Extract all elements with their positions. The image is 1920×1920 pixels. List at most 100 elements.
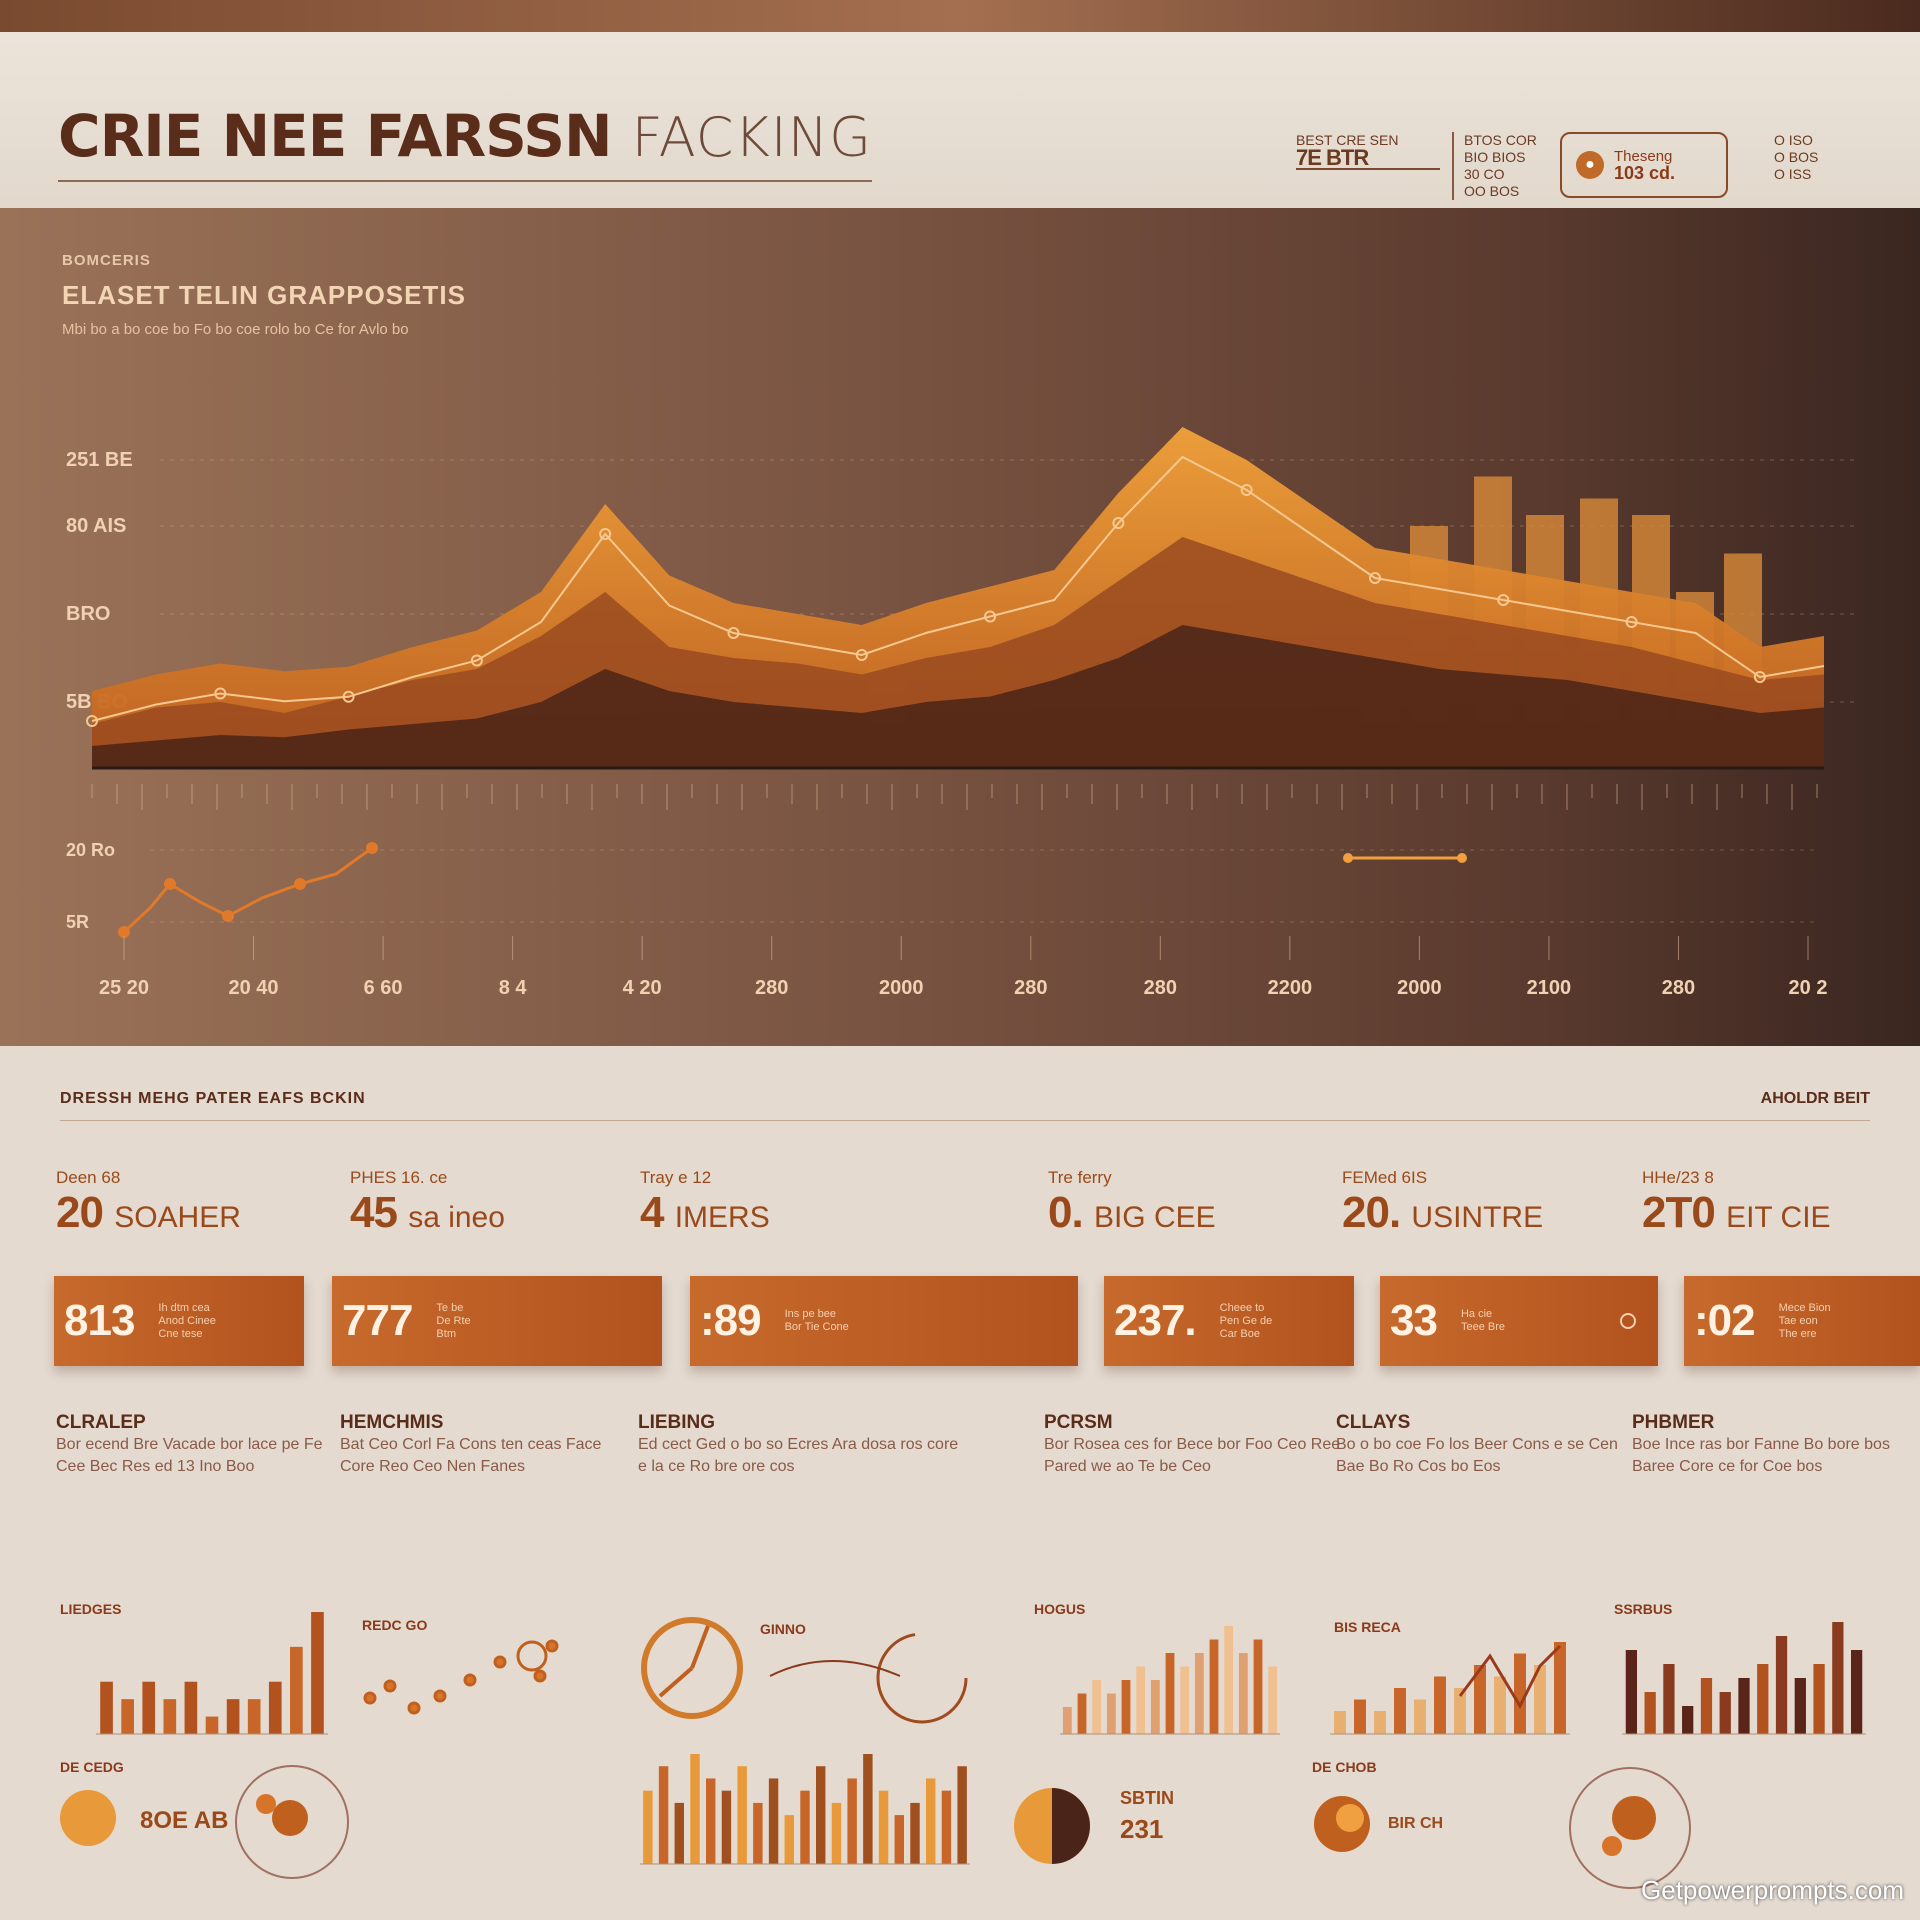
description-block: LIEBING Ed cect Ged o bo so Ecres Ara do…: [638, 1412, 968, 1478]
data-point: [599, 528, 612, 540]
range-marker-start: [1343, 853, 1353, 863]
header-badge-button[interactable]: ● Theseng 103 cd.: [1560, 132, 1728, 198]
header-stat-label: BEST CRE SEN: [1296, 132, 1399, 148]
mini-bar: [1238, 1653, 1248, 1734]
mini-bar: [142, 1681, 156, 1734]
metric-segment[interactable]: 33 Ha cie Teee Bre: [1380, 1276, 1658, 1366]
top-strip: [0, 0, 1920, 32]
mini-bar: [1253, 1639, 1263, 1734]
data-point: [342, 690, 355, 703]
mini-bar: [1794, 1678, 1806, 1734]
app-title: CRIE NEE FARSSN FACKING: [58, 102, 872, 182]
sparkline-point: [222, 910, 234, 922]
mini-bar: [926, 1778, 936, 1864]
mini-chart-label: REDC GO: [362, 1617, 427, 1633]
header-stat-list: BTOS COR BIO BIOS 30 CO OO BOS: [1452, 132, 1537, 200]
description-text: Bor ecend Bre Vacade bor lace pe Fe Cee …: [56, 1436, 323, 1475]
x-tick-label: 20 2: [1789, 977, 1828, 999]
mini-bar: [847, 1778, 857, 1864]
description-title: HEMCHMIS: [340, 1412, 444, 1433]
area-series: [92, 625, 1824, 768]
mini-bar: [1180, 1666, 1190, 1734]
kpi-item: FEMed 6IS 20. USINTRE: [1342, 1168, 1543, 1243]
mini-bar: [1738, 1678, 1750, 1734]
metric-segment[interactable]: 237. Cheee to Pen Ge de Car Boe: [1104, 1276, 1354, 1366]
kpi-unit: BIG CEE: [1093, 1201, 1216, 1234]
mini-bar: [1414, 1699, 1426, 1734]
description-title: LIEBING: [638, 1412, 716, 1433]
pie-slice: [1052, 1788, 1090, 1864]
header-stat-line: 30 CO: [1464, 166, 1505, 182]
kpi-unit: sa ineo: [408, 1201, 505, 1234]
mini-bar: [737, 1766, 747, 1864]
pie-chart: [60, 1790, 116, 1846]
scatter-point: [516, 1640, 548, 1672]
metric-number: 33: [1390, 1296, 1438, 1345]
mini-bar: [205, 1716, 219, 1734]
mini-bar: [1474, 1665, 1486, 1734]
mini-bar: [831, 1802, 842, 1864]
info-icon[interactable]: [1620, 1313, 1636, 1329]
x-tick-label: 4 20: [623, 977, 662, 999]
scatter-blob: [1612, 1796, 1656, 1840]
sparkline-point: [164, 878, 176, 890]
x-tick-label: 2100: [1527, 977, 1572, 999]
mini-bar: [706, 1778, 716, 1864]
data-point: [1625, 616, 1638, 628]
pie-slice: [1336, 1804, 1364, 1832]
scatter-point: [433, 1689, 447, 1703]
metric-note: Tae eon: [1778, 1314, 1818, 1327]
metric-note: Teee Bre: [1460, 1321, 1505, 1333]
kpi-value: 20: [56, 1188, 104, 1237]
section-link[interactable]: AHOLDR BEIT: [1760, 1090, 1870, 1107]
metric-number: :89: [700, 1296, 762, 1345]
description-text: Bo o bo coe Fo los Beer Cons e se Cen Ba…: [1336, 1436, 1618, 1475]
metric-note: Btm: [436, 1327, 456, 1340]
main-chart-panel: BOMCERIS ELASET TELIN GRAPPOSETIS Mbi bo…: [0, 208, 1920, 1046]
kpi-label: PHES 16. ce: [350, 1168, 448, 1187]
description-title: PCRSM: [1044, 1412, 1113, 1433]
metric-segment[interactable]: :89 Ins pe bee Bor Tie Cone: [690, 1276, 1078, 1366]
metric-note: Bor Tie Cone: [784, 1321, 849, 1333]
scatter-point: [545, 1639, 559, 1653]
title-bold: CRIE NEE FARSSN: [58, 102, 613, 170]
kpi-label: HHe/23 8: [1642, 1168, 1714, 1187]
x-tick-label: 2200: [1268, 977, 1313, 999]
mini-chart-label: GINNO: [760, 1621, 806, 1637]
header: CRIE NEE FARSSN FACKING BEST CRE SEN 7E …: [0, 32, 1920, 208]
metric-note: Cne tese: [158, 1327, 203, 1340]
kpi-item: Deen 68 20 SOAHER: [56, 1168, 241, 1243]
mini-bar: [1757, 1664, 1769, 1734]
section-header: DRESSH MEHG PATER EAFS BCKIN AHOLDR BEIT: [60, 1090, 1870, 1121]
kpi-value: 45: [350, 1188, 398, 1237]
description-title: CLLAYS: [1336, 1412, 1411, 1433]
metric-number: 237.: [1114, 1296, 1197, 1345]
kpi-item: HHe/23 8 2T0 EIT CIE: [1642, 1168, 1831, 1243]
metric-segment[interactable]: 813 Ih dtm cea Anod Cinee Cne tese: [54, 1276, 304, 1366]
metric-note: De Rte: [436, 1314, 471, 1327]
mini-bar: [1354, 1699, 1366, 1734]
mini-bar: [1394, 1688, 1406, 1734]
legend-line: O ISS: [1774, 166, 1812, 182]
mini-bar: [226, 1699, 240, 1734]
mini-bar: [1682, 1706, 1694, 1734]
x-tick-label: 2000: [879, 977, 924, 999]
summary-section: DRESSH MEHG PATER EAFS BCKIN AHOLDR BEIT…: [0, 1046, 1920, 1920]
mini-bar: [1106, 1693, 1116, 1734]
metric-note: Ih dtm cea: [158, 1301, 210, 1314]
mini-bar: [1534, 1665, 1546, 1734]
gauge-ring: [876, 1632, 968, 1724]
mini-bar: [674, 1802, 684, 1864]
metric-number: 813: [64, 1296, 135, 1345]
section-title: DRESSH MEHG PATER EAFS BCKIN: [60, 1090, 366, 1107]
mini-charts: LIEDGES REDC GO GINNO HOGUS BIS RECA SSRBUS DE…: [60, 1601, 1866, 1889]
metric-segment[interactable]: 777 Te be De Rte Btm: [332, 1276, 662, 1366]
scatter-blob: [256, 1794, 276, 1814]
mini-bar: [1700, 1678, 1713, 1734]
x-tick-label: 25 20: [99, 977, 149, 999]
mini-bar: [1194, 1653, 1204, 1734]
mini-bar: [721, 1790, 732, 1864]
metric-segment[interactable]: :02 Mece Bion Tae eon The ere: [1684, 1276, 1920, 1366]
